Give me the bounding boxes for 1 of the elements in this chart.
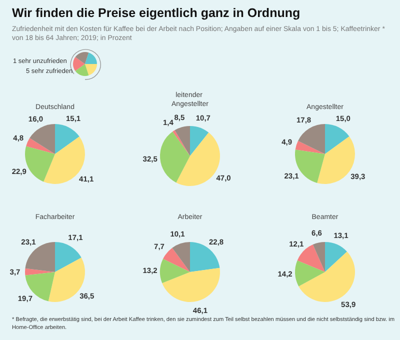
text: Wir finden die Preise eigentlich ganz in Ordnung [12,6,300,20]
